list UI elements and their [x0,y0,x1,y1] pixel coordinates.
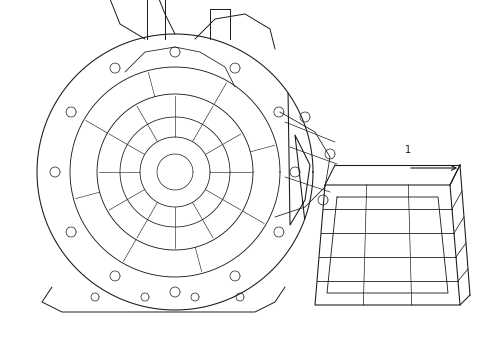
Text: 1: 1 [404,145,410,155]
